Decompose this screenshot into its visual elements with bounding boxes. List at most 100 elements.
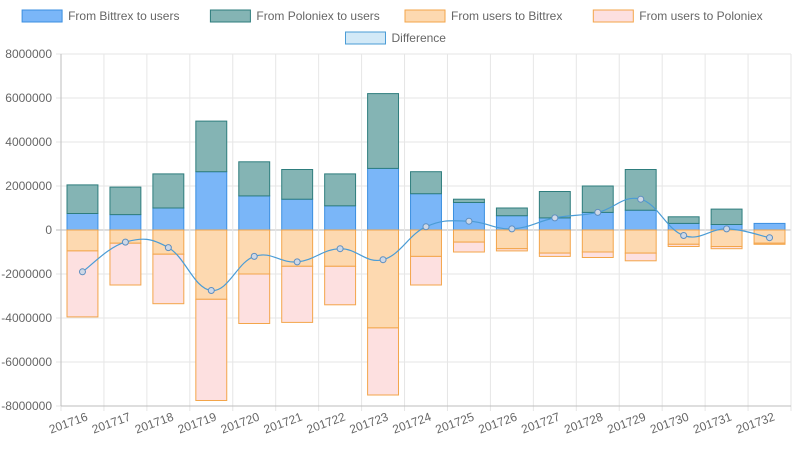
bar-from-users-to-poloniex-201727[interactable] [538,252,571,257]
x-tick-label: 201720 [219,410,262,437]
bar-from-users-to-poloniex-201718[interactable] [152,253,185,305]
bar-from-users-to-bittrex-201716[interactable] [66,229,99,252]
bar-from-poloniex-to-users-201721[interactable] [281,169,314,200]
bar-from-poloniex-to-users-201726[interactable] [495,207,528,217]
legend-item-from-poloniex-to-users[interactable]: From Poloniex to users [209,9,380,23]
difference-point-201732[interactable] [766,234,774,242]
bar-from-poloniex-to-users-201716[interactable] [66,184,99,214]
bar-from-bittrex-to-users-201720[interactable] [238,195,271,231]
bar-from-poloniex-to-users-201723[interactable] [367,93,400,169]
bar-from-poloniex-to-users-201720[interactable] [238,161,271,197]
bar-from-users-to-poloniex-201721[interactable] [281,265,314,323]
bar-from-poloniex-to-users-201719[interactable] [195,120,228,173]
difference-point-201719[interactable] [207,287,215,294]
x-tick-label: 201719 [176,410,219,437]
bar-from-users-to-poloniex-201720[interactable] [238,273,271,324]
x-tick-label: 201727 [519,410,562,437]
bar-from-poloniex-to-users-201718[interactable] [152,173,185,209]
y-tick-label: -6000000 [1,355,52,369]
difference-point-201730[interactable] [680,232,688,239]
y-tick-label: -4000000 [1,311,52,325]
bar-from-bittrex-to-users-201723[interactable] [367,167,400,231]
bar-from-bittrex-to-users-201716[interactable] [66,213,99,231]
x-tick-label: 201717 [90,410,133,437]
x-tick-label: 201724 [391,410,434,437]
bar-from-poloniex-to-users-201724[interactable] [410,171,442,195]
bar-from-users-to-poloniex-201731[interactable] [710,246,743,250]
bar-from-poloniex-to-users-201730[interactable] [667,216,700,224]
bar-from-users-to-poloniex-201730[interactable] [667,243,700,248]
difference-point-201724[interactable] [422,223,430,231]
legend-label: From users to Bittrex [451,9,562,23]
bar-from-users-to-poloniex-201724[interactable] [410,255,442,286]
bar-from-bittrex-to-users-201718[interactable] [152,207,185,231]
bar-from-users-to-bittrex-201725[interactable] [452,229,485,243]
bar-from-poloniex-to-users-201725[interactable] [452,198,485,203]
bar-from-bittrex-to-users-201717[interactable] [109,214,142,231]
legend-item-from-users-to-poloniex[interactable]: From users to Poloniex [592,9,763,23]
bar-from-users-to-poloniex-201729[interactable] [624,252,657,262]
bar-from-users-to-bittrex-201731[interactable] [710,229,743,247]
legend: From Bittrex to users From Poloniex to us… [21,9,763,45]
bar-from-bittrex-to-users-201725[interactable] [452,202,485,231]
bar-from-users-to-bittrex-201726[interactable] [495,229,528,250]
bar-from-users-to-poloniex-201719[interactable] [195,298,228,401]
bar-from-users-to-bittrex-201727[interactable] [538,229,571,254]
y-tick-label: 4000000 [5,135,52,149]
difference-point-201731[interactable] [723,225,731,233]
difference-point-201722[interactable] [336,245,344,253]
x-tick-label: 201732 [734,410,777,437]
legend-label: From users to Poloniex [639,9,762,23]
bar-from-users-to-poloniex-201723[interactable] [367,327,400,396]
difference-point-201716[interactable] [78,268,86,276]
legend-item-from-users-to-bittrex[interactable]: From users to Bittrex [404,9,562,23]
difference-point-201723[interactable] [379,256,387,264]
legend-item-difference[interactable]: Difference [345,31,447,45]
legend-label: From Poloniex to users [256,9,379,23]
bar-from-users-to-bittrex-201723[interactable] [367,229,400,329]
x-tick-label: 201730 [648,410,691,437]
bar-from-users-to-bittrex-201728[interactable] [581,229,614,253]
bar-from-poloniex-to-users-201729[interactable] [624,169,657,211]
bar-from-users-to-bittrex-201729[interactable] [624,229,657,254]
bar-from-users-to-bittrex-201720[interactable] [238,229,271,275]
difference-point-201720[interactable] [250,252,258,260]
bar-from-users-to-poloniex-201716[interactable] [66,250,99,318]
x-tick-label: 201716 [47,410,90,437]
x-tick-label: 201723 [348,410,391,437]
y-tick-label: 0 [45,223,52,237]
bar-from-bittrex-to-users-201722[interactable] [324,205,357,231]
bar-from-users-to-poloniex-201726[interactable] [495,248,528,252]
difference-point-201728[interactable] [594,208,602,216]
difference-point-201726[interactable] [508,225,516,233]
bar-from-poloniex-to-users-201731[interactable] [710,208,743,226]
bar-from-bittrex-to-users-201719[interactable] [195,171,228,231]
bar-from-users-to-poloniex-201732[interactable] [753,242,786,245]
bar-from-users-to-poloniex-201728[interactable] [581,251,614,258]
bar-from-bittrex-to-users-201729[interactable] [624,209,657,231]
x-tick-label: 201731 [691,410,734,437]
difference-point-201727[interactable] [551,214,559,222]
difference-point-201721[interactable] [293,258,301,266]
x-tick-label: 201725 [434,410,477,437]
bar-from-poloniex-to-users-201722[interactable] [324,173,357,207]
difference-point-201729[interactable] [637,195,645,203]
difference-point-201725[interactable] [465,217,473,225]
bar-from-users-to-poloniex-201722[interactable] [324,265,357,306]
legend-label: From Bittrex to users [68,9,179,23]
y-tick-label: 6000000 [5,91,52,105]
bar-marks [66,93,786,401]
difference-point-201717[interactable] [121,238,129,246]
bar-from-bittrex-to-users-201732[interactable] [753,222,786,231]
bar-from-users-to-poloniex-201725[interactable] [452,241,485,253]
bar-from-bittrex-to-users-201721[interactable] [281,198,314,231]
bar-from-users-to-poloniex-201717[interactable] [109,242,142,286]
bar-from-poloniex-to-users-201717[interactable] [109,186,142,216]
x-tick-label: 201722 [305,410,348,437]
x-tick-label: 201729 [605,410,648,437]
bar-from-poloniex-to-users-201727[interactable] [538,191,571,219]
legend-item-from-bittrex-to-users[interactable]: From Bittrex to users [21,9,179,23]
difference-point-201718[interactable] [164,244,172,252]
